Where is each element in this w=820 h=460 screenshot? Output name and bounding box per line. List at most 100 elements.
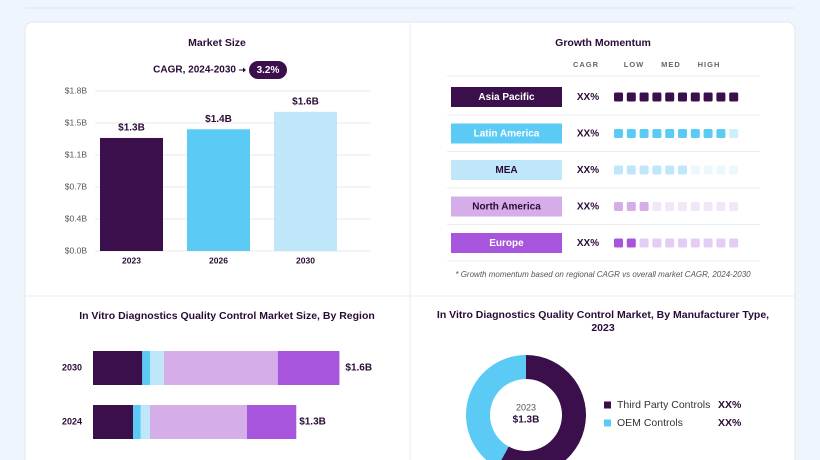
y-tick-label: $0.0B <box>65 245 88 255</box>
momentum-square <box>729 92 739 102</box>
legend-value: XX% <box>718 399 742 411</box>
momentum-square <box>716 129 726 138</box>
momentum-square <box>729 238 739 248</box>
momentum-square <box>652 129 662 138</box>
region-pill <box>451 233 562 253</box>
value-label: $1.3B <box>118 123 145 134</box>
momentum-square <box>729 165 739 175</box>
momentum-square <box>665 238 675 248</box>
bar <box>187 129 250 251</box>
total-label: $1.3B <box>299 417 326 428</box>
legend-label: Third Party Controls <box>617 399 710 411</box>
momentum-square <box>678 92 687 102</box>
momentum-square <box>690 92 700 102</box>
momentum-square <box>716 238 726 248</box>
momentum-square <box>716 202 726 211</box>
region-label: Europe <box>489 238 524 249</box>
region-label: Asia Pacific <box>478 92 535 103</box>
chart-title: Growth Momentum <box>555 37 651 49</box>
bar-segment <box>277 351 340 385</box>
cagr-label: XX% <box>577 238 599 249</box>
footnote: * Growth momentum based on regional CAGR… <box>455 270 751 279</box>
momentum-meter <box>614 202 739 211</box>
y-tick-label: $1.8B <box>65 85 88 95</box>
donut-center-value: $1.3B <box>513 415 540 426</box>
legend-value: XX% <box>718 417 742 429</box>
momentum-square <box>678 202 687 211</box>
momentum-square <box>690 202 700 211</box>
momentum-meter <box>614 129 739 138</box>
y-tick-label: 2030 <box>62 362 82 372</box>
bar-segment <box>149 351 164 385</box>
bar <box>100 137 163 251</box>
y-tick-label: $1.5B <box>65 117 88 127</box>
momentum-meter <box>614 165 739 175</box>
y-tick-label: $0.7B <box>65 181 88 191</box>
region-pill <box>451 160 562 180</box>
donut-center-label: 2023 <box>516 402 536 412</box>
column-header: MED <box>661 60 681 69</box>
momentum-square <box>678 165 687 175</box>
x-tick-label: 2026 <box>209 255 228 265</box>
region-pill <box>451 196 562 217</box>
momentum-square <box>614 92 623 102</box>
y-tick-label: $1.1B <box>65 149 88 159</box>
bar <box>274 111 337 251</box>
arrow-icon <box>239 67 246 73</box>
cagr-label: XX% <box>577 202 599 213</box>
x-tick-label: 2030 <box>296 255 315 265</box>
momentum-square <box>665 92 675 102</box>
momentum-square <box>626 129 636 138</box>
momentum-square <box>614 165 623 175</box>
momentum-square <box>665 129 675 138</box>
momentum-square <box>639 92 649 102</box>
momentum-square <box>652 238 662 248</box>
momentum-square <box>703 202 713 211</box>
chart-title: In Vitro Diagnostics Quality Control Mar… <box>436 309 770 334</box>
momentum-meter <box>614 92 739 102</box>
momentum-square <box>716 92 726 102</box>
momentum-square <box>614 129 623 138</box>
momentum-square <box>639 165 649 175</box>
badge-text: 3.2% <box>257 65 280 76</box>
momentum-square <box>690 238 700 248</box>
cagr-label: XX% <box>577 165 599 176</box>
chart-title: In Vitro Diagnostics Quality Control Mar… <box>79 310 375 322</box>
momentum-square <box>639 129 649 138</box>
momentum-square <box>716 165 726 175</box>
momentum-square <box>652 92 662 102</box>
momentum-square <box>729 202 739 211</box>
momentum-square <box>626 165 636 175</box>
momentum-square <box>678 129 687 138</box>
region-label: North America <box>472 202 541 213</box>
column-header: LOW <box>624 60 645 69</box>
cagr-label: XX% <box>577 129 599 140</box>
momentum-square <box>729 129 739 138</box>
bar-segment <box>247 405 297 439</box>
y-tick-label: $0.4B <box>65 213 88 223</box>
momentum-square <box>614 238 623 248</box>
bar-segment <box>149 405 247 439</box>
bar-segment <box>133 405 141 439</box>
momentum-square <box>626 92 636 102</box>
bar-segment <box>93 351 143 385</box>
subtitle: CAGR, 2024-2030 <box>153 65 236 76</box>
momentum-square <box>665 202 675 211</box>
bar-segment <box>93 405 134 439</box>
region-pill <box>451 123 562 144</box>
donut-slice <box>466 355 526 460</box>
legend-label: OEM Controls <box>617 417 683 429</box>
x-tick-label: 2023 <box>122 255 141 265</box>
momentum-square <box>703 92 713 102</box>
chart-title: Market Size <box>188 37 246 49</box>
column-header: CAGR <box>573 60 599 69</box>
column-header: HIGH <box>698 60 721 69</box>
bar-segment <box>163 351 278 385</box>
momentum-square <box>652 165 662 175</box>
value-label: $1.6B <box>292 97 319 108</box>
momentum-square <box>703 129 713 138</box>
value-label: $1.4B <box>205 114 232 125</box>
momentum-square <box>639 202 649 211</box>
